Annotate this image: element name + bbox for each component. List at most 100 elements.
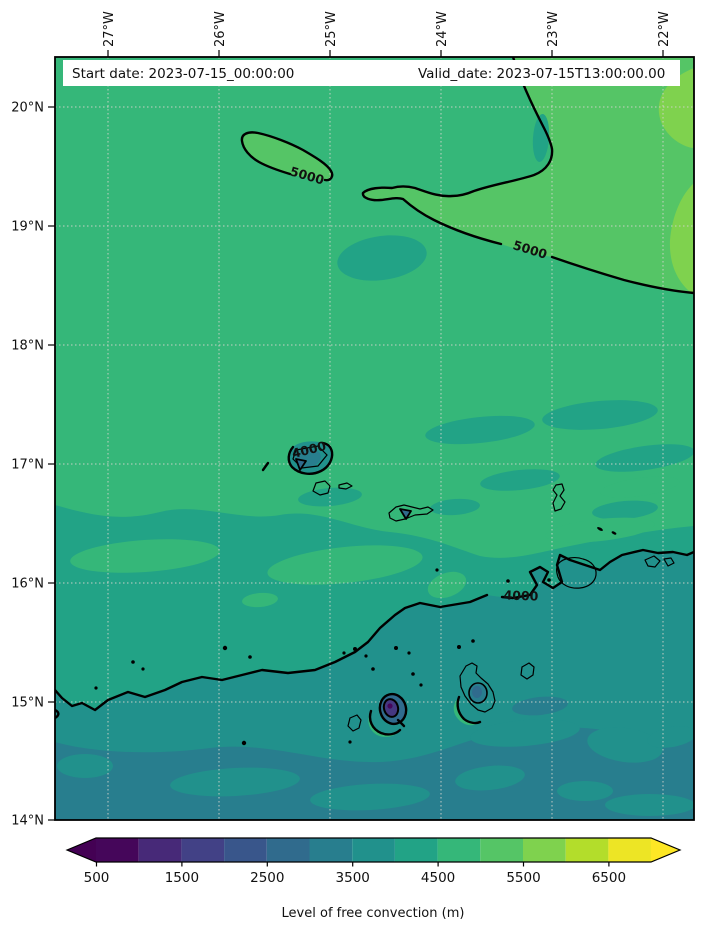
colorbar-segment <box>352 838 395 862</box>
patch <box>337 235 427 281</box>
colorbar-tick-label: 4500 <box>421 870 455 886</box>
patch <box>542 400 658 430</box>
colorbar-over-arrow <box>651 838 680 862</box>
sal-coast <box>552 483 566 512</box>
patch <box>455 765 525 791</box>
speck <box>364 654 368 658</box>
contour-label-4000-snake: 4000 <box>503 587 539 603</box>
speck <box>131 660 135 664</box>
colorbar-segment <box>309 838 353 862</box>
boa-vista-coast <box>556 557 597 589</box>
contour-4000-snake-left <box>55 593 489 712</box>
patch <box>595 444 694 472</box>
fill-5000-5500 <box>241 57 694 293</box>
contour-specks <box>94 527 617 746</box>
colorbar-segment <box>224 838 267 862</box>
speck <box>435 568 439 572</box>
lon-tick-label: 25°W <box>324 11 339 47</box>
lon-tick-label: 23°W <box>546 11 561 47</box>
speck <box>94 686 98 690</box>
speck <box>407 651 411 655</box>
colorbar-tick-label: 2500 <box>250 870 284 886</box>
speck <box>222 645 228 651</box>
title-bar-bg <box>63 60 680 86</box>
lat-tick-label: 17°N <box>11 458 44 473</box>
speck <box>506 579 510 583</box>
colorbar-segment <box>480 838 523 862</box>
fill-3000-3500 <box>55 696 694 820</box>
sao-nicolau-coast <box>388 504 434 522</box>
patch <box>512 696 568 716</box>
colorbar-segment <box>138 838 182 862</box>
patch <box>587 727 663 763</box>
speck <box>457 645 461 649</box>
axis-ticks <box>48 50 664 821</box>
patch <box>605 794 694 816</box>
lon-tick-label: 24°W <box>435 11 450 47</box>
patch <box>427 571 467 599</box>
colorbar-segment <box>394 838 438 862</box>
speck <box>611 531 617 535</box>
contour-notch <box>396 718 406 728</box>
patch <box>70 539 220 573</box>
patch <box>557 781 613 801</box>
speck <box>371 667 375 671</box>
sao-nicolau-contour <box>399 508 412 520</box>
plot-spines <box>54 56 695 821</box>
contour-5000-blob <box>240 131 334 182</box>
contour-label-group: 5000 5000 4000 4000 <box>288 164 549 604</box>
patch <box>57 754 113 778</box>
colorbar-segment <box>181 838 225 862</box>
lat-tick-label: 14°N <box>11 814 44 829</box>
contour-5000-sweep-a <box>361 57 554 246</box>
colorbar-tick-label: 6500 <box>592 870 626 886</box>
speck <box>419 683 423 687</box>
colorbar: 500 1500 2500 3500 4500 5500 6500 Level … <box>65 837 682 921</box>
speck <box>141 667 145 671</box>
lat-tick-label: 18°N <box>11 339 44 354</box>
colorbar-tick-label: 5500 <box>506 870 540 886</box>
sw-islet-coasts <box>347 555 675 732</box>
colorbar-ticks <box>95 862 610 867</box>
speck <box>411 672 415 676</box>
colorbar-segment <box>96 838 139 862</box>
patch <box>242 592 278 608</box>
start-date-text: Start date: 2023-07-15_00:00:00 <box>72 66 294 82</box>
santiago-crescent-contour <box>456 695 482 725</box>
patch <box>532 114 550 162</box>
speck <box>248 655 252 659</box>
region-blob-over5000 <box>241 132 333 181</box>
lon-tick-label: 27°W <box>102 11 117 47</box>
santo-antao-coast <box>292 445 328 469</box>
colorbar-title: Level of free convection (m) <box>282 906 465 921</box>
speck <box>394 646 398 650</box>
colorbar-tick-label: 500 <box>84 870 110 886</box>
patch <box>430 498 480 516</box>
contour-5000-sweep-b <box>550 255 694 295</box>
title-bar: Start date: 2023-07-15_00:00:00 Valid_da… <box>63 60 680 86</box>
fogo-crescent-contour <box>368 709 402 736</box>
islet <box>663 557 675 567</box>
contour-4000-santo-antao <box>287 441 334 475</box>
islet <box>644 555 661 568</box>
colorbar-under-arrow <box>67 838 96 862</box>
e-island-coasts <box>520 483 597 680</box>
speck <box>241 740 247 746</box>
patch <box>600 476 680 498</box>
patch <box>592 500 658 520</box>
speck <box>348 740 352 744</box>
patch <box>267 545 423 585</box>
lat-tick-label: 15°N <box>11 696 44 711</box>
patch <box>658 68 694 148</box>
patch <box>425 415 535 445</box>
brava-coast <box>347 714 362 732</box>
speck <box>342 651 346 655</box>
patch <box>647 726 694 748</box>
lon-tick-label: 26°W <box>213 11 228 47</box>
lat-axis-labels: 20°N 19°N 18°N 17°N 16°N 15°N 14°N <box>11 101 44 829</box>
santiago-minimum-inner <box>472 686 482 698</box>
colorbar-tick-label: 1500 <box>165 870 199 886</box>
lat-tick-label: 16°N <box>11 577 44 592</box>
